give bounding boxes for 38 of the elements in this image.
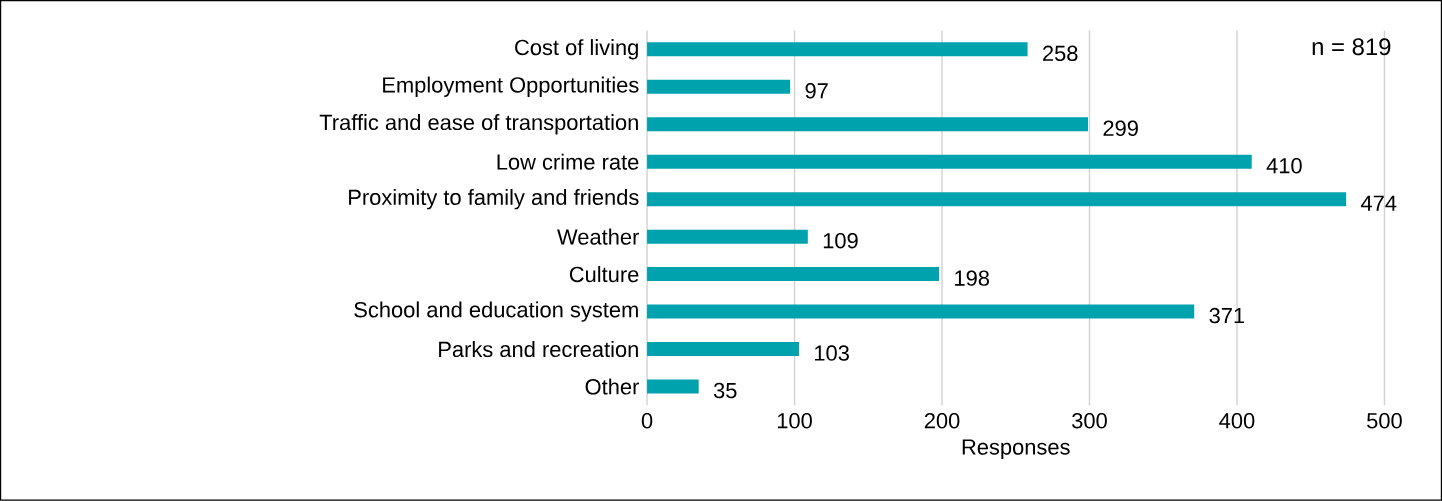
data-label: 109 xyxy=(823,233,858,249)
data-label: 474 xyxy=(1360,195,1397,211)
x-tick-label: 100 xyxy=(777,413,812,429)
y-tick-label: Cost of living xyxy=(515,39,638,60)
bar xyxy=(647,79,791,94)
x-tick-label: 200 xyxy=(924,413,960,429)
bar xyxy=(647,154,1252,169)
y-tick-label: Other xyxy=(585,378,640,395)
x-tick-label: 400 xyxy=(1219,413,1255,429)
bar xyxy=(647,267,940,282)
y-tick-label: Low crime rate xyxy=(497,153,639,170)
bar xyxy=(647,229,808,244)
x-tick-label: 0 xyxy=(641,413,653,429)
bar xyxy=(647,42,1028,57)
bar xyxy=(647,117,1089,132)
data-label: 97 xyxy=(805,83,828,99)
y-tick-label: Proximity to family and friends xyxy=(349,189,639,210)
data-label: 258 xyxy=(1043,45,1078,62)
y-tick-label: School and education system xyxy=(354,301,638,322)
y-tick-label: Culture xyxy=(569,266,639,283)
data-label: 299 xyxy=(1103,120,1138,137)
bar xyxy=(647,192,1347,207)
x-axis-title: Responses xyxy=(962,439,1070,460)
data-label: 103 xyxy=(815,345,849,361)
y-tick-label: Traffic and ease of transportation xyxy=(319,114,638,135)
y-tick-label: Parks and recreation xyxy=(439,341,638,358)
data-label: 410 xyxy=(1266,158,1302,174)
bar xyxy=(647,342,799,357)
data-label: 371 xyxy=(1209,307,1245,324)
annotation: n = 819 xyxy=(1312,38,1391,56)
data-label: 198 xyxy=(955,270,990,286)
bar xyxy=(647,379,699,394)
y-tick-label: Employment Opportunities xyxy=(383,76,639,98)
bar xyxy=(647,304,1195,319)
x-tick-label: 500 xyxy=(1367,413,1402,429)
x-tick-label: 300 xyxy=(1072,413,1107,429)
y-tick-label: Weather xyxy=(557,228,639,245)
data-label: 35 xyxy=(713,382,737,399)
